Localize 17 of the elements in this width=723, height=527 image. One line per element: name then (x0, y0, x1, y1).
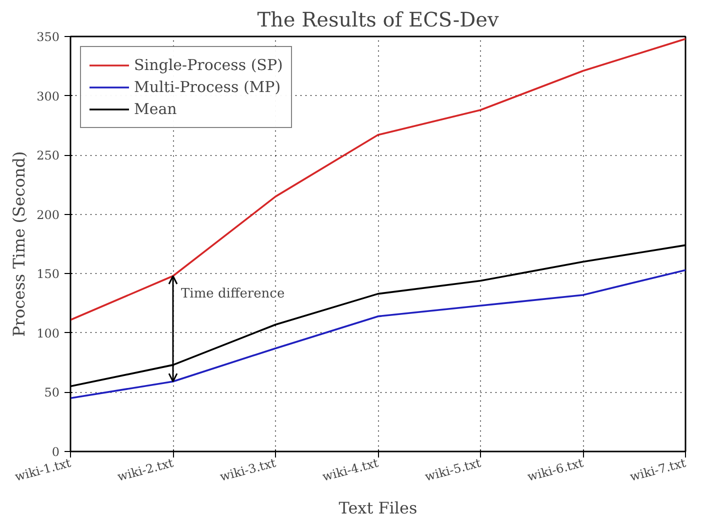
y-tick-label: 100 (36, 326, 60, 340)
x-axis-title: Text Files (338, 498, 418, 518)
legend-label: Single-Process (SP) (134, 56, 283, 74)
chart-title: The Results of ECS-Dev (257, 8, 500, 32)
y-tick-label: 250 (36, 148, 60, 163)
y-tick-label: 200 (36, 208, 60, 222)
y-tick-label: 50 (44, 386, 60, 400)
y-tick-label: 350 (36, 30, 60, 44)
legend-label: Mean (134, 100, 177, 118)
y-tick-label: 300 (36, 89, 60, 104)
y-tick-label: 0 (52, 445, 60, 459)
line-series (70, 38, 686, 321)
y-tick-label: 150 (36, 267, 60, 282)
line-series (70, 269, 686, 400)
annotation: Time difference (181, 286, 285, 302)
legend-label: Multi-Process (MP) (134, 78, 281, 96)
y-axis-title: Process Time (Second) (10, 151, 29, 337)
